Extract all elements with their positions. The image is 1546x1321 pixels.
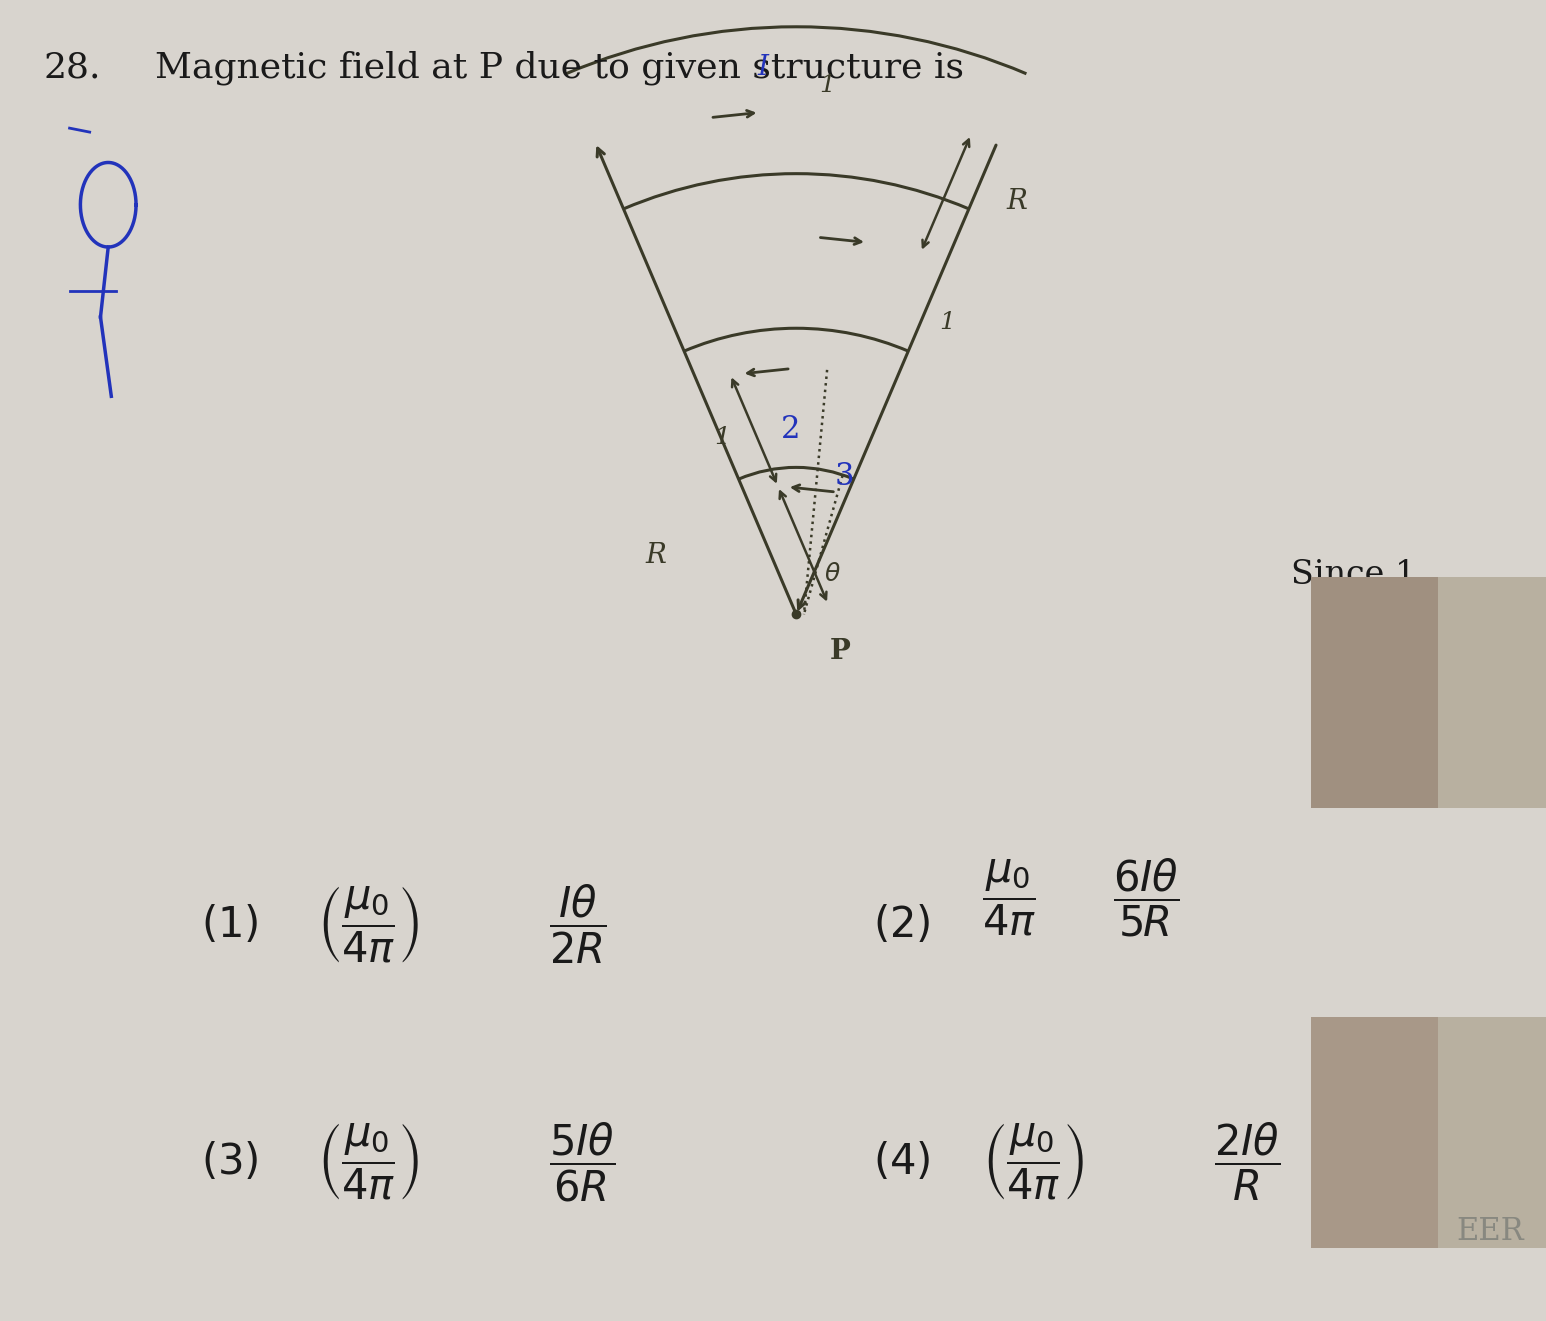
Text: $\dfrac{\mu_0}{4\pi}$: $\dfrac{\mu_0}{4\pi}$ <box>982 859 1036 938</box>
Text: P: P <box>830 638 852 664</box>
Text: 1: 1 <box>714 427 730 449</box>
Text: $\dfrac{2I\theta}{R}$: $\dfrac{2I\theta}{R}$ <box>1214 1122 1280 1203</box>
Text: $\left(\dfrac{\mu_0}{4\pi}\right)$: $\left(\dfrac{\mu_0}{4\pi}\right)$ <box>317 885 419 964</box>
Text: 1: 1 <box>938 310 955 334</box>
Text: 28.: 28. <box>43 50 100 85</box>
Text: I: I <box>758 54 768 82</box>
Bar <box>1438 577 1546 808</box>
Text: $\theta$: $\theta$ <box>824 563 841 587</box>
Text: 1: 1 <box>819 74 835 98</box>
Bar <box>1438 1017 1546 1248</box>
Text: $\dfrac{6I\theta}{5R}$: $\dfrac{6I\theta}{5R}$ <box>1113 857 1180 939</box>
Text: $(4)$: $(4)$ <box>873 1141 931 1184</box>
Text: $(2)$: $(2)$ <box>873 904 931 946</box>
Text: $\dfrac{I\theta}{2R}$: $\dfrac{I\theta}{2R}$ <box>549 884 606 966</box>
Text: $(1)$: $(1)$ <box>201 904 258 946</box>
Text: $\left(\dfrac{\mu_0}{4\pi}\right)$: $\left(\dfrac{\mu_0}{4\pi}\right)$ <box>982 1123 1084 1202</box>
Text: R: R <box>646 542 666 569</box>
Text: Since 1: Since 1 <box>1291 559 1416 590</box>
Text: R: R <box>1006 188 1027 215</box>
Text: EER: EER <box>1456 1215 1524 1247</box>
Text: $(3)$: $(3)$ <box>201 1141 258 1184</box>
Text: $\left(\dfrac{\mu_0}{4\pi}\right)$: $\left(\dfrac{\mu_0}{4\pi}\right)$ <box>317 1123 419 1202</box>
Text: Magnetic field at P due to given structure is: Magnetic field at P due to given structu… <box>155 50 963 85</box>
Text: $\dfrac{5I\theta}{6R}$: $\dfrac{5I\theta}{6R}$ <box>549 1122 615 1203</box>
Bar <box>1311 577 1438 808</box>
Bar <box>1311 1017 1438 1248</box>
Text: 3: 3 <box>835 461 855 491</box>
Text: 2: 2 <box>781 413 801 445</box>
